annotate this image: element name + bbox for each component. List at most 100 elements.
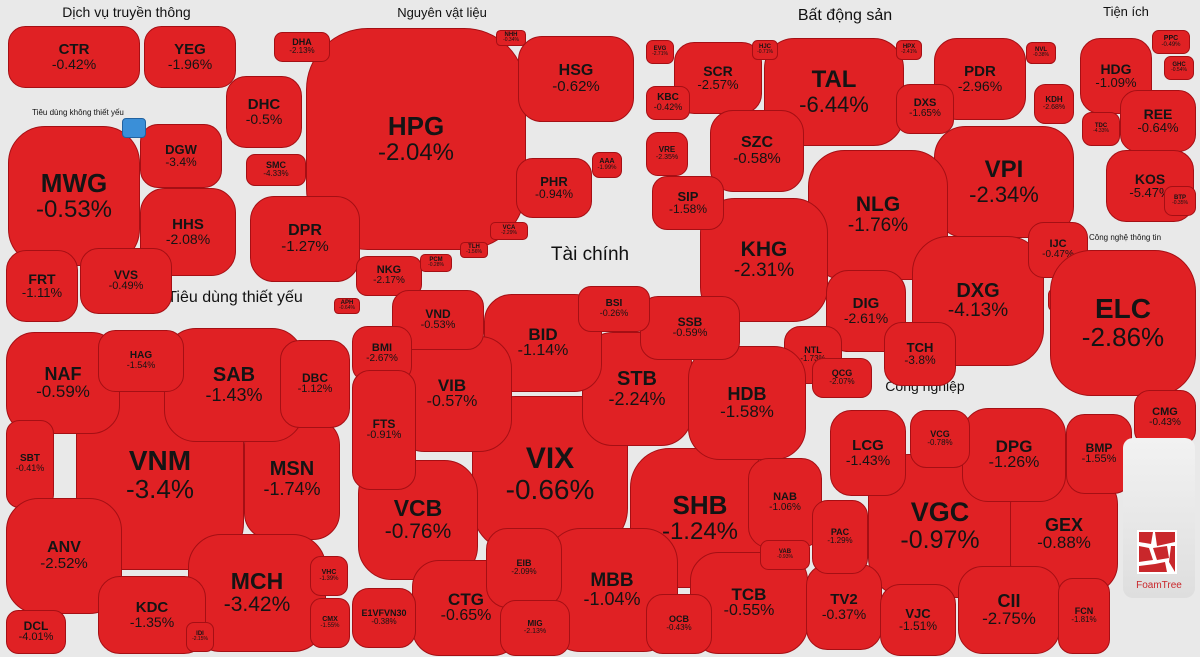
- stock-tile[interactable]: HSG -0.62%: [518, 36, 634, 122]
- stock-tile[interactable]: QCG -2.07%: [812, 358, 872, 398]
- stock-tile[interactable]: NVL -0.38%: [1026, 42, 1056, 64]
- stock-tile[interactable]: VVS -0.49%: [80, 248, 172, 314]
- stock-tile[interactable]: SCR -2.57%: [674, 42, 762, 114]
- change-label: -2.67%: [366, 353, 398, 365]
- stock-tile[interactable]: OCB -0.43%: [646, 594, 712, 654]
- stock-tile[interactable]: CTR -0.42%: [8, 26, 140, 88]
- stock-tile[interactable]: FCN -1.81%: [1058, 578, 1110, 654]
- stock-tile[interactable]: BTP -0.35%: [1164, 186, 1196, 216]
- stock-tile[interactable]: VRE -2.35%: [646, 132, 688, 176]
- stock-tile[interactable]: VHC -1.39%: [310, 556, 348, 596]
- ticker-label: GEX: [1044, 514, 1083, 535]
- stock-tile[interactable]: PCM -0.28%: [420, 254, 452, 272]
- stock-tile[interactable]: CII -2.75%: [958, 566, 1060, 654]
- stock-tile[interactable]: DHA -2.13%: [274, 32, 330, 62]
- stock-tile[interactable]: FRT -1.11%: [6, 250, 78, 322]
- stock-tile[interactable]: DPR -1.27%: [250, 196, 360, 282]
- stock-tile[interactable]: KDH -2.68%: [1034, 84, 1074, 124]
- ticker-label: HJC: [758, 44, 771, 51]
- stock-tile[interactable]: HJC -0.71%: [752, 40, 778, 60]
- change-label: -0.78%: [927, 438, 953, 448]
- stock-tile[interactable]: DCL -4.01%: [6, 610, 66, 654]
- sector-title: Công nghệ thông tin: [1088, 233, 1162, 242]
- stock-tile[interactable]: SZC -0.58%: [710, 110, 804, 192]
- ticker-label: CTR: [58, 41, 90, 58]
- stock-tile[interactable]: TLH -1.56%: [460, 242, 488, 258]
- stock-tile[interactable]: PAC -1.29%: [812, 500, 868, 574]
- stock-tile[interactable]: TAL -6.44%: [764, 38, 904, 146]
- stock-tile[interactable]: PHR -0.94%: [516, 158, 592, 218]
- stock-tile[interactable]: AAA -1.99%: [592, 152, 622, 178]
- stock-tile[interactable]: PPC -0.49%: [1152, 30, 1190, 54]
- up-cell[interactable]: [122, 118, 146, 138]
- stock-tile[interactable]: SSB -0.59%: [640, 296, 740, 360]
- stock-tile[interactable]: TCH -3.8%: [884, 322, 956, 386]
- stock-tile[interactable]: HPX -2.41%: [896, 40, 922, 60]
- stock-tile[interactable]: CMG -0.43%: [1134, 390, 1196, 446]
- stock-tile[interactable]: NHH -0.34%: [496, 30, 526, 46]
- ticker-label: HDB: [727, 383, 767, 404]
- stock-tile[interactable]: EVG -2.71%: [646, 40, 674, 64]
- ticker-label: VCB: [393, 495, 443, 522]
- stock-tile[interactable]: HDB -1.58%: [688, 346, 806, 460]
- stock-tile[interactable]: VAB -0.93%: [760, 540, 810, 570]
- stock-tile[interactable]: GHC -0.54%: [1164, 56, 1194, 80]
- ticker-label: DPR: [288, 221, 322, 239]
- ticker-label: DBC: [302, 371, 328, 386]
- stock-tile[interactable]: KBC -0.42%: [646, 86, 690, 120]
- change-label: -1.58%: [720, 402, 774, 422]
- stock-tile[interactable]: SIP -1.58%: [652, 176, 724, 230]
- stock-tile[interactable]: SBT -0.41%: [6, 420, 54, 508]
- stock-tile[interactable]: MCH -3.42%: [188, 534, 326, 652]
- stock-tile[interactable]: DXS -1.65%: [896, 84, 954, 134]
- change-label: -0.97%: [900, 525, 980, 554]
- stock-tile[interactable]: CMX -1.55%: [310, 598, 350, 648]
- stock-tile[interactable]: LCG -1.43%: [830, 410, 906, 496]
- ticker-label: BMP: [1085, 441, 1113, 456]
- stock-tile[interactable]: VCA -2.29%: [490, 222, 528, 240]
- change-label: -0.66%: [505, 473, 595, 505]
- ticker-label: DGW: [165, 142, 197, 158]
- sector-title: Tiêu dùng thiết yếu: [167, 289, 303, 306]
- stock-tile[interactable]: E1VFVN30 -0.38%: [352, 588, 416, 648]
- ticker-label: DXG: [956, 279, 1000, 302]
- stock-tile[interactable]: NKG -2.17%: [356, 256, 422, 296]
- stock-tile[interactable]: TDC -4.33%: [1082, 112, 1120, 146]
- stock-tile[interactable]: HAG -1.54%: [98, 330, 184, 392]
- stock-tile[interactable]: DBC -1.12%: [280, 340, 350, 428]
- change-label: -1.29%: [827, 536, 853, 546]
- change-label: -1.56%: [466, 249, 482, 256]
- stock-tile[interactable]: VCG -0.78%: [910, 410, 970, 468]
- stock-tile[interactable]: MIG -2.13%: [500, 600, 570, 656]
- stock-tile[interactable]: DPG -1.26%: [962, 408, 1066, 502]
- change-label: -0.54%: [1171, 67, 1187, 74]
- stock-tile[interactable]: VPI -2.34%: [934, 126, 1074, 238]
- ticker-label: MBB: [590, 569, 634, 591]
- stock-tile[interactable]: MWG -0.53%: [8, 126, 140, 266]
- stock-tile[interactable]: BSI -0.26%: [578, 286, 650, 332]
- stock-tile[interactable]: TV2 -0.37%: [806, 564, 882, 650]
- foamtree-logo[interactable]: FoamTree: [1123, 438, 1195, 598]
- ticker-label: VAB: [778, 549, 792, 556]
- sector-title: Tài chính: [550, 244, 630, 265]
- stock-tile[interactable]: FTS -0.91%: [352, 370, 416, 490]
- stock-tile[interactable]: REE -0.64%: [1120, 90, 1196, 152]
- stock-tile[interactable]: ELC -2.86%: [1050, 250, 1196, 396]
- stock-tile[interactable]: YEG -1.96%: [144, 26, 236, 88]
- ticker-label: PHR: [540, 174, 568, 190]
- ticker-label: KDH: [1045, 95, 1063, 105]
- stock-tile[interactable]: NAB -1.06%: [748, 458, 822, 548]
- stock-tile[interactable]: SMC -4.33%: [246, 154, 306, 186]
- stock-tile[interactable]: IDI -2.15%: [186, 622, 214, 652]
- stock-tile[interactable]: EIB -2.09%: [486, 528, 562, 608]
- stock-tile[interactable]: BMP -1.55%: [1066, 414, 1132, 494]
- stock-tile[interactable]: APH -0.64%: [334, 298, 360, 314]
- stock-tile[interactable]: VJC -1.51%: [880, 584, 956, 656]
- change-label: -1.06%: [769, 502, 801, 514]
- stock-tile[interactable]: DGW -3.4%: [140, 124, 222, 188]
- ticker-label: KOS: [1134, 171, 1166, 188]
- ticker-label: MCH: [230, 568, 284, 595]
- ticker-label: KHG: [740, 238, 788, 262]
- change-label: -0.35%: [1172, 200, 1188, 207]
- stock-tile[interactable]: DHC -0.5%: [226, 76, 302, 148]
